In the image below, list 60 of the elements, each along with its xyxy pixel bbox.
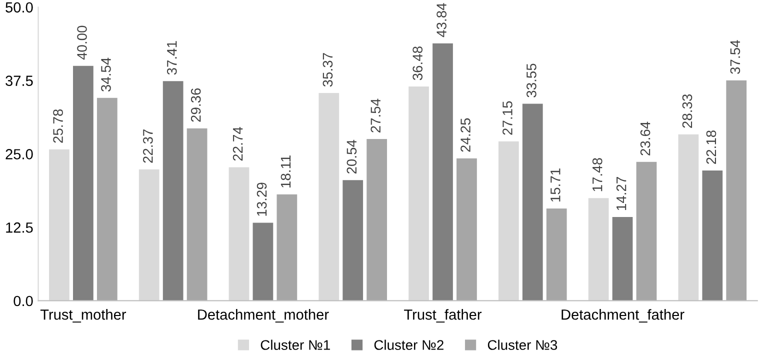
data-label: 28.33: [682, 94, 692, 128]
data-label: 37.54: [730, 40, 740, 74]
data-label: 22.18: [706, 130, 716, 164]
bar: [408, 86, 429, 301]
y-tick-label: 50.0: [6, 2, 33, 13]
data-label: 36.48: [412, 46, 422, 80]
bar: [522, 104, 543, 301]
bar: [73, 66, 94, 301]
bar: [498, 141, 519, 301]
x-tick-label: Trust_father: [404, 309, 482, 323]
bar: [612, 216, 633, 301]
bar: [162, 81, 184, 301]
x-tick-label: Detachment_father: [562, 309, 684, 323]
data-label: 43.84: [436, 3, 446, 38]
bar: [702, 170, 723, 301]
bar: [276, 194, 298, 301]
bar: [432, 43, 453, 301]
bar: [96, 98, 118, 301]
bar: [138, 169, 160, 301]
data-label: 14.27: [616, 177, 626, 210]
bar: [546, 208, 567, 301]
bar: [186, 128, 208, 301]
data-label: 29.36: [190, 88, 201, 122]
data-label: 15.71: [550, 168, 560, 202]
bar: [318, 93, 340, 301]
data-label: 27.15: [502, 101, 512, 135]
data-label: 23.64: [640, 122, 650, 156]
bar: [456, 158, 477, 301]
data-label: 25.78: [53, 109, 63, 143]
y-tick-label: 12.5: [6, 222, 33, 233]
data-label: 18.11: [280, 155, 291, 188]
data-label: 34.54: [101, 58, 111, 92]
data-label: 22.74: [232, 126, 243, 161]
x-tick-label: Detachment_mother: [198, 309, 329, 323]
bar: [636, 162, 657, 301]
data-label: 24.25: [460, 118, 470, 152]
legend-label: Cluster №2: [374, 340, 444, 350]
bar: [228, 167, 250, 301]
bar: [252, 222, 274, 301]
legend-label: Cluster №3: [488, 340, 558, 350]
bar: [49, 149, 70, 301]
data-label: 27.54: [370, 98, 381, 132]
bar: [588, 198, 609, 301]
data-label: 17.48: [592, 158, 602, 192]
bar: [342, 180, 364, 301]
data-label: 35.37: [322, 53, 333, 87]
data-label: 22.37: [143, 129, 153, 163]
data-label: 20.54: [346, 140, 357, 174]
bar: [678, 134, 699, 301]
bar: [366, 139, 388, 301]
data-label: 40.00: [77, 26, 87, 60]
data-label: 33.55: [526, 64, 536, 98]
y-tick-label: 37.5: [6, 76, 33, 86]
x-tick-label: Trust_mother: [40, 309, 126, 323]
y-tick-label: 0.0: [14, 296, 33, 306]
data-label: 37.41: [166, 41, 177, 75]
legend-label: Cluster №1: [260, 340, 330, 350]
y-tick-label: 25.0: [6, 149, 33, 160]
data-label: 13.29: [256, 182, 267, 216]
bar: [726, 80, 747, 301]
